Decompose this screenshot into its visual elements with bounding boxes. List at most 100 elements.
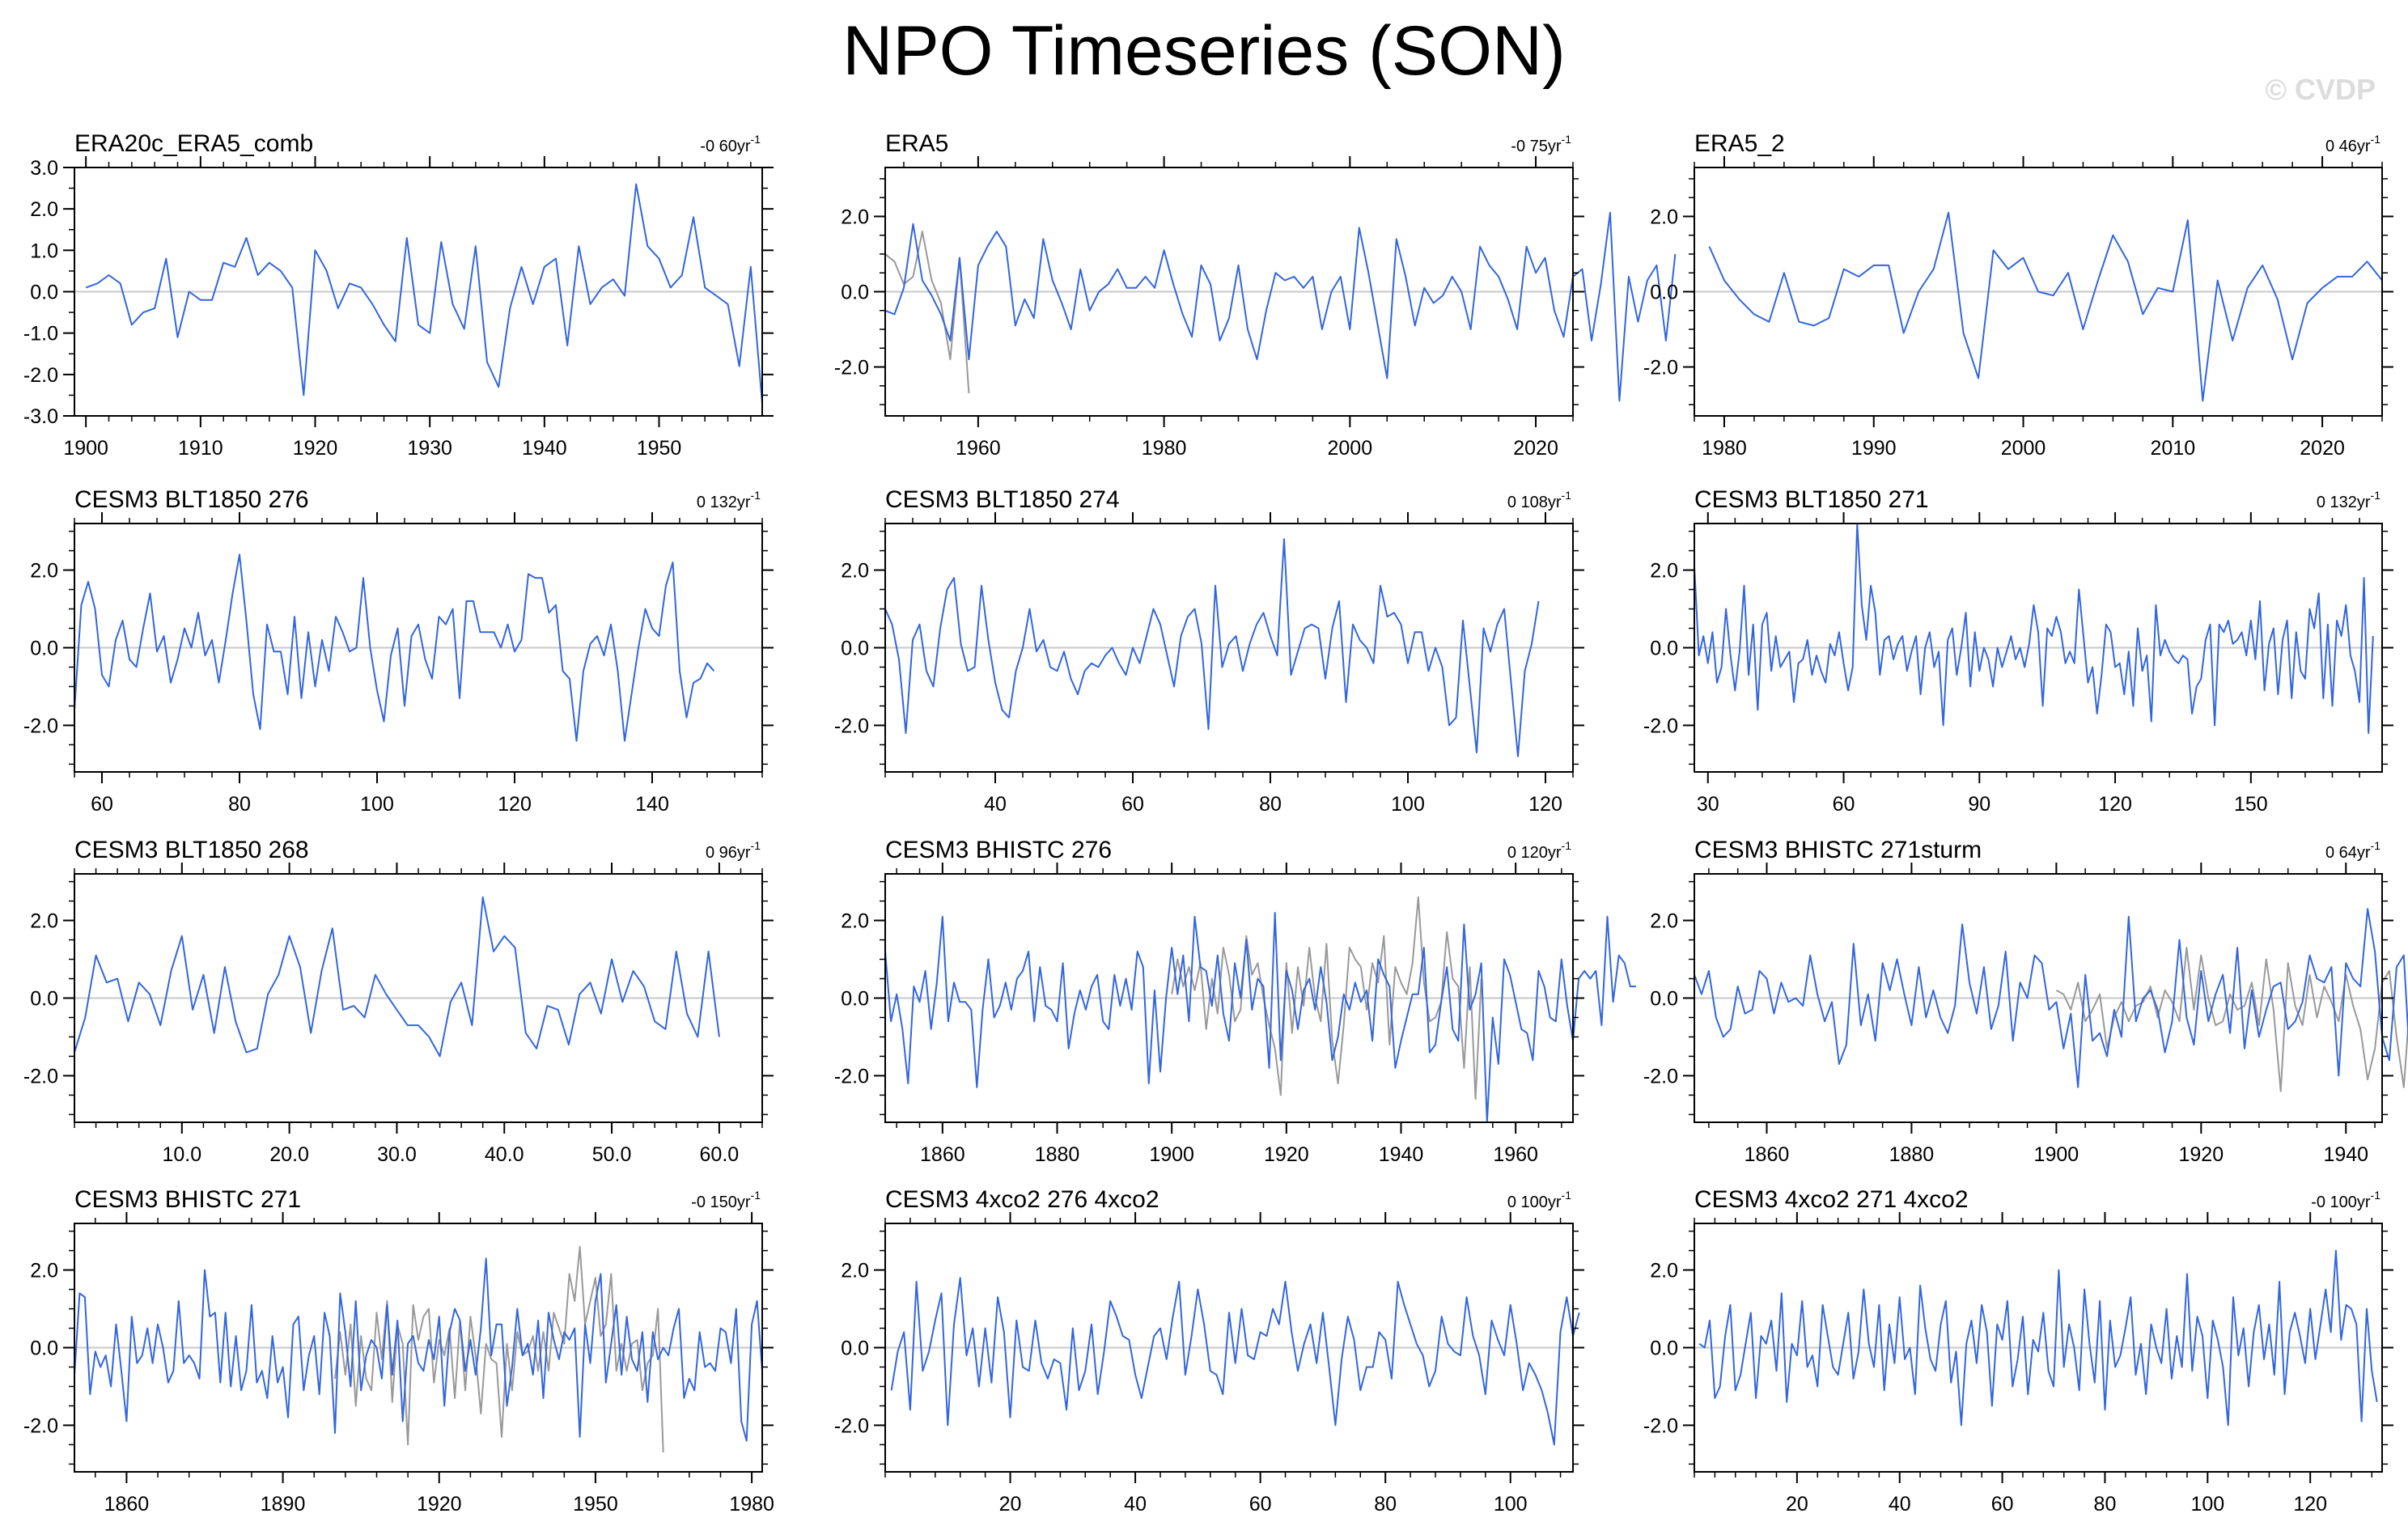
chart-panel: ERA20c_ERA5_comb -0 60yr-1 -3.0 -2.0 -1.0 0.0… <box>23 130 774 460</box>
trend-exponent: -1 <box>2371 489 2381 502</box>
trend-exponent: -1 <box>1562 839 1572 852</box>
x-tick-label: 1890 <box>261 1493 306 1516</box>
y-tick-label: -2.0 <box>1643 1065 1678 1087</box>
trend-value: 0 108yr <box>1507 494 1562 511</box>
x-tick-label: 60 <box>91 793 113 816</box>
y-tick-label: -2.0 <box>23 1414 58 1437</box>
panel-title: CESM3 BHISTC 271sturm <box>1694 837 1982 863</box>
trend-label: -0 75yr-1 <box>1511 133 1571 155</box>
chart-panel: ERA5_2 0 46yr-1 -2.0 0.0 2.0 1980 1990 2000 2010… <box>1643 130 2393 460</box>
x-tick-label: 150 <box>2234 793 2268 816</box>
series-line <box>1694 523 2374 734</box>
x-tick-label: 80 <box>2094 1493 2117 1516</box>
trend-exponent: -1 <box>2371 133 2381 146</box>
y-tick-label: -2.0 <box>834 714 869 737</box>
x-tick-label: 1900 <box>1149 1143 1194 1166</box>
x-tick-label: 1940 <box>1379 1143 1424 1166</box>
x-tick-label: 1990 <box>1851 437 1897 460</box>
x-tick-label: 20.0 <box>269 1143 309 1166</box>
trend-exponent: -1 <box>751 839 761 852</box>
x-tick-label: 1900 <box>63 437 108 460</box>
chart-panel: CESM3 BLT1850 268 0 96yr-1 -2.0 0.0 2.0 10.0 2… <box>23 837 774 1166</box>
trend-label: 0 120yr-1 <box>1507 839 1571 862</box>
chart-panel: CESM3 BHISTC 271 -0 150yr-1 -2.0 0.0 2.0 1860… <box>23 1186 774 1516</box>
chart-panel: CESM3 4xco2 271 4xco2 -0 100yr-1 -2.0 0.0 2.… <box>1643 1186 2393 1516</box>
x-tick-label: 10.0 <box>162 1143 201 1166</box>
y-tick-label: 2.0 <box>841 910 869 933</box>
series-line <box>884 538 1540 757</box>
y-tick-label: 0.0 <box>1650 638 1678 660</box>
x-tick-label: 2000 <box>1328 437 1373 460</box>
trend-label: 0 108yr-1 <box>1507 489 1571 511</box>
x-tick-label: 20 <box>999 1493 1022 1516</box>
y-tick-label: -2.0 <box>23 714 58 737</box>
x-tick-label: 120 <box>1528 793 1562 816</box>
y-tick-label: 2.0 <box>1650 206 1678 228</box>
y-tick-label: 2.0 <box>841 1260 869 1282</box>
x-tick-label: 40.0 <box>485 1143 524 1166</box>
y-tick-label: 0.0 <box>30 988 58 1011</box>
watermark: © CVDP <box>2265 73 2376 106</box>
x-tick-label: 80 <box>1259 793 1282 816</box>
y-tick-label: 2.0 <box>30 560 58 583</box>
x-tick-label: 1980 <box>1702 437 1747 460</box>
trend-label: 0 132yr-1 <box>697 489 761 511</box>
x-tick-label: 40 <box>1124 1493 1147 1516</box>
x-tick-label: 1900 <box>2034 1143 2079 1166</box>
x-tick-label: 100 <box>2190 1493 2224 1516</box>
trend-label: 0 132yr-1 <box>2317 489 2380 511</box>
x-tick-label: 1860 <box>1745 1143 1790 1166</box>
panel-title: CESM3 BLT1850 274 <box>885 486 1120 513</box>
observed-series-line <box>884 231 970 394</box>
y-tick-label: 2.0 <box>841 560 869 583</box>
trend-value: -0 100yr <box>2311 1193 2371 1211</box>
observed-series-line <box>1171 896 1482 1100</box>
trend-label: -0 60yr-1 <box>700 133 761 155</box>
y-tick-label: -2.0 <box>23 1065 58 1087</box>
y-tick-label: 0.0 <box>1650 988 1678 1011</box>
x-tick-label: 60.0 <box>700 1143 740 1166</box>
x-tick-label: 100 <box>1494 1493 1528 1516</box>
trend-exponent: -1 <box>1562 1189 1572 1202</box>
chart-panel: CESM3 4xco2 276 4xco2 0 100yr-1 -2.0 0.0 2.0… <box>834 1186 1584 1516</box>
y-tick-label: 2.0 <box>1650 560 1678 583</box>
chart-panel: CESM3 BLT1850 274 0 108yr-1 -2.0 0.0 2.0 40 60… <box>834 486 1584 816</box>
trend-exponent: -1 <box>751 1189 761 1202</box>
y-tick-label: 0.0 <box>30 638 58 660</box>
y-tick-label: 2.0 <box>30 1260 58 1282</box>
x-tick-label: 2020 <box>1513 437 1558 460</box>
y-tick-label: 0.0 <box>30 1338 58 1360</box>
y-tick-label: 2.0 <box>30 198 58 221</box>
x-tick-label: 120 <box>2293 1493 2327 1516</box>
y-tick-label: 3.0 <box>30 157 58 180</box>
panel-title: CESM3 4xco2 271 4xco2 <box>1694 1186 1969 1213</box>
series-line <box>884 912 1636 1123</box>
x-tick-label: 1960 <box>956 437 1001 460</box>
trend-value: 0 64yr <box>2325 844 2371 862</box>
x-tick-label: 1920 <box>417 1493 462 1516</box>
y-tick-label: 0.0 <box>841 638 869 660</box>
x-tick-label: 2020 <box>2300 437 2345 460</box>
x-tick-label: 1920 <box>2179 1143 2224 1166</box>
panel-title: CESM3 BLT1850 271 <box>1694 486 1929 513</box>
x-tick-label: 1880 <box>1035 1143 1080 1166</box>
trend-label: 0 64yr-1 <box>2325 839 2380 862</box>
x-tick-label: 100 <box>360 793 394 816</box>
observed-series-line <box>2055 947 2408 1092</box>
y-tick-label: 0.0 <box>30 282 58 304</box>
x-tick-label: 1980 <box>729 1493 774 1516</box>
x-tick-label: 90 <box>1968 793 1990 816</box>
y-tick-label: -2.0 <box>1643 1414 1678 1437</box>
y-tick-label: 0.0 <box>841 1338 869 1360</box>
trend-label: -0 100yr-1 <box>2311 1189 2380 1211</box>
x-tick-label: 50.0 <box>592 1143 632 1166</box>
x-tick-label: 2010 <box>2150 437 2195 460</box>
panel-title: ERA5 <box>885 130 948 157</box>
panel-title: CESM3 4xco2 276 4xco2 <box>885 1186 1159 1213</box>
trend-value: 0 100yr <box>1507 1193 1562 1211</box>
series-line <box>85 183 763 404</box>
y-tick-label: 0.0 <box>841 988 869 1011</box>
y-tick-label: 0.0 <box>1650 1338 1678 1360</box>
